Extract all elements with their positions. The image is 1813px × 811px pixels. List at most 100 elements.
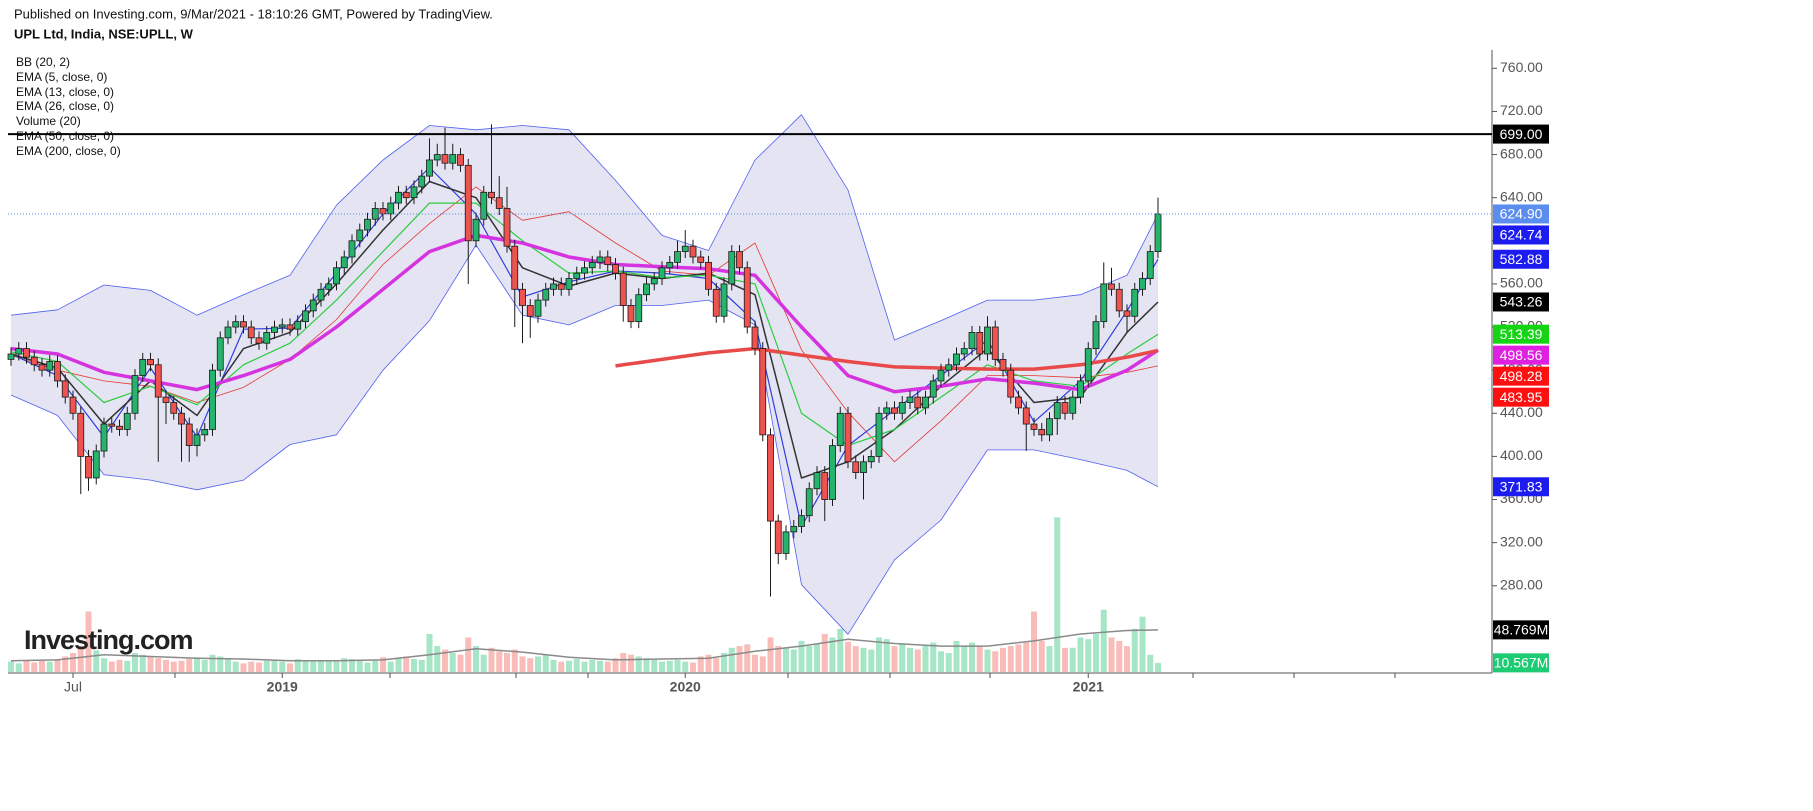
candle-body [178,412,185,425]
logo: Investing.com [24,625,193,655]
candle-body [619,272,627,306]
volume-bar [124,660,131,672]
candle-body [154,364,162,398]
candle-body [170,402,178,414]
candle-body [1154,213,1162,252]
candle-body [565,278,573,290]
y-tick-label: 400.00 [1500,447,1543,463]
candle-body [333,267,340,285]
volume-bar [147,656,154,672]
legend-entry: BB (20, 2) [16,55,70,69]
candle-body [767,434,774,522]
candle-body [379,208,387,215]
candle-body [340,256,348,269]
candle-body [635,294,643,323]
legend-entry: Volume (20) [16,114,81,128]
volume-bar [1131,628,1138,672]
y-tick-label: 280.00 [1500,576,1543,592]
volume-bar [659,661,665,672]
candle-body [348,240,356,258]
candle-body [666,261,674,269]
candle-body [1139,278,1146,290]
volume-bar [248,661,255,672]
volume-bar [535,656,541,672]
candle-body [860,461,867,473]
candle-body [1084,348,1092,382]
candle-body [356,229,364,242]
volume-bar [821,633,828,672]
volume-bar [1100,609,1107,672]
volume-bar [155,658,162,672]
axis-marker [1493,124,1549,144]
volume-bar [837,628,844,672]
volume-bar [589,659,596,672]
legend-entry: EMA (50, close, 0) [16,129,114,143]
candle-body [805,488,813,517]
candle-body [604,256,612,265]
legend-entry: EMA (5, close, 0) [16,70,107,84]
axis-marker-label: 10.567M [1494,655,1548,671]
volume-bar [721,652,727,672]
candle-body [883,407,891,414]
volume-bar [54,659,61,672]
indicator-line [615,346,1159,371]
candle-body [588,261,596,269]
y-tick-label: 680.00 [1500,145,1543,161]
candle-body [1092,321,1100,350]
volume-bar [907,647,913,672]
candle-body [147,358,154,366]
volume-bar [938,651,944,672]
candle-body [875,412,883,457]
candle-body [1015,396,1022,409]
candle-body [573,272,581,279]
candle-body [131,375,139,414]
candle-body [286,324,294,330]
candle-body [61,380,69,398]
volume-bar [814,644,820,672]
candle-body [255,337,263,344]
volume-bar [976,646,983,672]
volume-bar [697,656,704,672]
volume-bar [217,656,224,672]
volume-bar [325,660,332,672]
volume-bar [550,659,557,672]
candle-body [162,396,170,403]
volume-bar [101,658,107,672]
candle-body [302,310,309,323]
candle-body [720,283,728,317]
indicator-line [10,629,1159,662]
candle-body [395,191,402,204]
volume-bar [201,659,208,672]
x-tick-label: 2020 [670,679,701,695]
volume-bar [23,659,30,672]
candle-body [790,526,798,533]
volume-bar [876,637,882,672]
volume-bar [651,659,658,672]
volume-bar [387,661,394,672]
candle-body [596,256,604,263]
candle-body [193,434,201,447]
volume-bar [829,637,836,672]
axis-marker-label: 371.83 [1500,478,1543,494]
candle-body [1030,423,1038,430]
candle-body [891,407,898,414]
candle-body [999,358,1007,371]
volume-bar [31,662,38,672]
volume-bar [240,663,247,672]
volume-bar [790,649,797,672]
candle-body [224,326,232,339]
x-tick-label: 2019 [267,679,298,695]
candle-body [92,450,100,479]
candle-body [7,353,15,360]
volume-bar [744,644,751,672]
volume-bar [759,656,766,672]
candle-body [898,402,906,414]
plot-area [7,114,1162,672]
volume-bar [573,659,580,672]
volume-bar [457,654,464,672]
candle-body [550,283,557,290]
candle-body [1061,402,1069,414]
volume-bar [1155,662,1161,672]
volume-bar [139,654,146,672]
